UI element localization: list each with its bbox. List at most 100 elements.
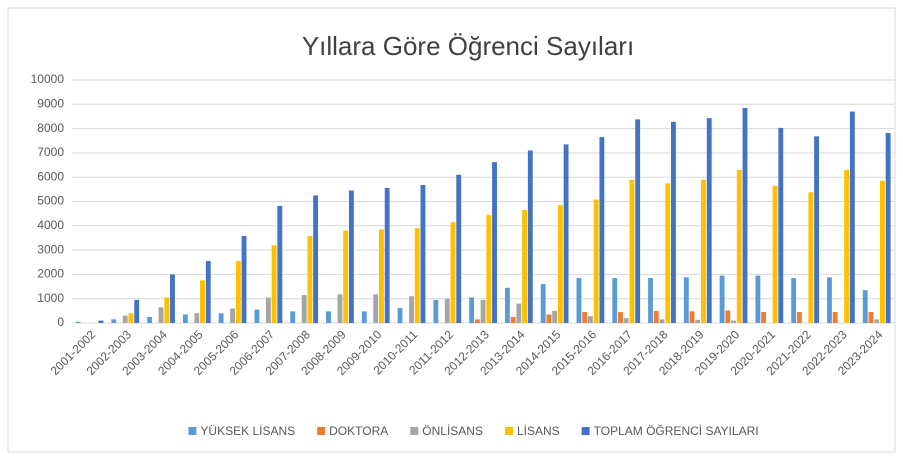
bar [683, 277, 689, 323]
bar [742, 107, 748, 323]
bar [200, 280, 205, 323]
bar [879, 180, 885, 323]
bar [527, 150, 533, 323]
bar [563, 144, 569, 323]
bar [326, 311, 331, 323]
bar [450, 222, 456, 323]
bar [706, 118, 712, 323]
bar [874, 319, 880, 323]
legend-swatch [504, 427, 513, 435]
bar [409, 296, 414, 323]
bar [379, 229, 384, 323]
bar [618, 312, 623, 323]
bar [170, 274, 175, 323]
bar [205, 261, 211, 323]
chart-title: Yıllara Göre Öğrenci Sayıları [302, 31, 634, 61]
bar [552, 310, 558, 323]
bar [241, 236, 247, 323]
y-tick-label: 4000 [37, 218, 64, 232]
bar [361, 311, 367, 323]
bar [587, 316, 593, 323]
bar [701, 179, 706, 323]
bar [182, 314, 188, 323]
bar [194, 313, 200, 323]
bar [414, 228, 420, 323]
bar [337, 294, 343, 323]
legend-label: ÖNLİSANS [422, 424, 483, 438]
y-tick-label: 10000 [31, 72, 65, 86]
y-tick-label: 1000 [37, 291, 64, 305]
bar [128, 313, 134, 323]
bar [832, 312, 838, 323]
y-tick-label: 6000 [37, 169, 64, 183]
bar [868, 312, 874, 323]
bar [736, 169, 742, 323]
bar [474, 319, 480, 323]
legend-swatch [581, 427, 590, 435]
bar [433, 299, 439, 323]
bar [778, 127, 784, 323]
bar [635, 119, 641, 323]
bar [629, 179, 635, 323]
bar [373, 294, 379, 323]
bar [397, 307, 403, 323]
bar [648, 278, 653, 323]
bar [230, 308, 236, 323]
bar [158, 307, 164, 323]
y-tick-label: 8000 [37, 121, 64, 135]
bar [469, 297, 475, 323]
bar [885, 132, 891, 323]
legend-label: DOKTORA [329, 424, 388, 438]
bar [599, 137, 605, 323]
bar [218, 313, 224, 323]
bar [844, 169, 850, 323]
legend-label: YÜKSEK LİSANS [200, 424, 295, 438]
y-tick-label: 7000 [37, 145, 64, 159]
bar [301, 295, 307, 323]
y-tick-label: 2000 [37, 267, 64, 281]
bar [504, 287, 510, 323]
bar [725, 310, 731, 323]
bar [557, 205, 563, 323]
bar [576, 278, 582, 323]
bar [827, 277, 832, 323]
bar [480, 299, 486, 323]
bar [671, 121, 676, 324]
bar [277, 205, 283, 323]
y-tick-label: 0 [57, 315, 64, 329]
y-tick-label: 3000 [37, 242, 64, 256]
bar [348, 190, 354, 323]
bar [420, 184, 426, 323]
bar [271, 245, 277, 323]
bar [147, 316, 153, 323]
bar [313, 195, 319, 323]
bar [612, 278, 618, 323]
bar [593, 199, 599, 323]
y-tick-label: 9000 [37, 96, 64, 110]
bar [343, 230, 349, 323]
bar [134, 299, 140, 323]
legend-swatch [317, 427, 326, 435]
bar [849, 111, 855, 323]
bar [719, 275, 725, 323]
bar [623, 318, 629, 323]
bar [516, 303, 522, 323]
bar [265, 297, 271, 323]
bar [98, 320, 104, 323]
bar [486, 214, 492, 323]
bar [761, 312, 767, 323]
bar [307, 236, 313, 323]
bar [235, 261, 241, 323]
bar [862, 290, 868, 323]
bar [791, 278, 797, 323]
bar [111, 319, 117, 323]
bar [796, 312, 802, 323]
bar [808, 192, 814, 323]
bar [546, 314, 552, 323]
legend-label: TOPLAM ÖĞRENCİ SAYILARI [594, 423, 759, 438]
legend-swatch [188, 427, 197, 435]
bar [122, 315, 128, 323]
bar [492, 162, 497, 323]
bar [755, 275, 761, 323]
